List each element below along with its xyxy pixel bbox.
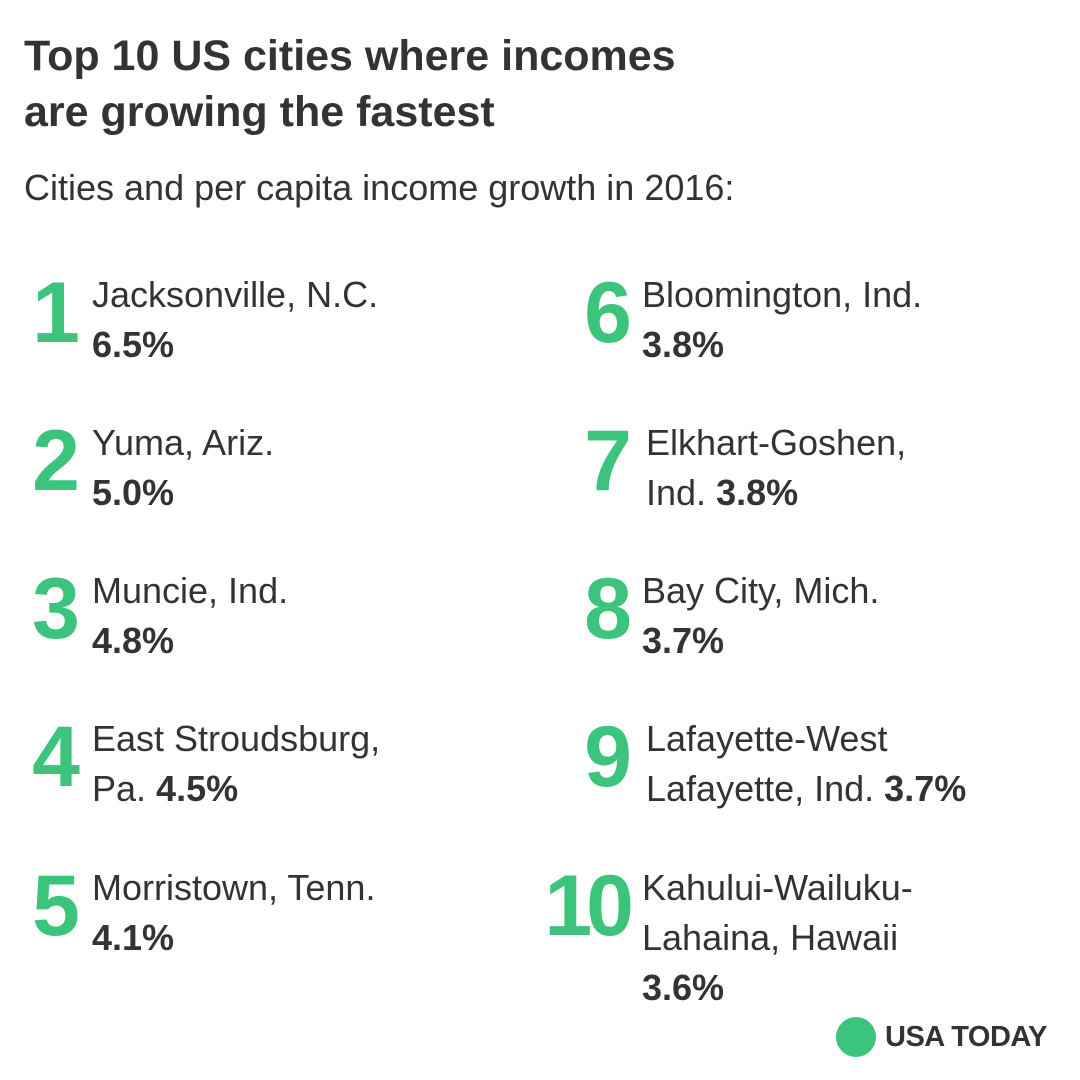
city-name-continued: Lafayette, Ind. 3.7% [646,764,966,814]
city-name: Kahului-Wailuku- [642,867,913,908]
growth-value: 4.5% [156,768,239,809]
city-name: Bloomington, Ind. [642,274,923,315]
growth-value: 3.7% [642,620,725,661]
growth-value: 3.7% [884,768,967,809]
green-dot-icon [836,1017,876,1057]
rank-number: 9 [584,709,632,805]
growth-value: 6.5% [92,324,175,365]
city-name: Elkhart-Goshen, [646,422,907,463]
rank-number: 1 [32,265,80,361]
growth-value: 5.0% [92,472,175,513]
logo-text: USA TODAY [885,1020,1048,1053]
rank-number: 2 [32,413,80,509]
growth-value: 3.6% [642,967,725,1008]
ranking-info: Morristown, Tenn. 4.1% [92,863,375,963]
city-name-continued: Ind. 3.8% [646,468,906,518]
title-line-2: are growing the fastest [24,88,495,136]
ranking-info: Kahului-Wailuku- Lahaina, Hawaii 3.6% [642,863,913,1013]
ranking-info: Lafayette-West Lafayette, Ind. 3.7% [646,714,966,814]
city-name-line-2: Lafayette, Ind. [646,768,885,809]
rank-number: 10 [544,858,634,954]
rank-number: 6 [584,265,632,361]
city-name-line-2: Ind. [646,472,717,513]
city-name: Yuma, Ariz. [92,422,275,463]
city-name-continued: Pa. 4.5% [92,764,380,814]
ranking-info: Elkhart-Goshen, Ind. 3.8% [646,418,906,518]
ranking-info: Yuma, Ariz. 5.0% [92,418,274,518]
ranking-info: Muncie, Ind. 4.8% [92,566,288,666]
usa-today-logo: USA TODAY [836,1014,1048,1060]
growth-value: 3.8% [642,324,725,365]
rank-number: 4 [32,709,80,805]
city-name-line-2: Pa. [92,768,157,809]
rank-number: 8 [584,561,632,657]
city-name: Jacksonville, N.C. [92,274,379,315]
rank-number: 7 [584,413,632,509]
growth-value: 4.1% [92,917,175,958]
rank-number: 5 [32,858,80,954]
ranking-info: East Stroudsburg, Pa. 4.5% [92,714,380,814]
ranking-info: Bloomington, Ind. 3.8% [642,270,922,370]
city-name: Muncie, Ind. [92,570,289,611]
city-name-line-2: Lahaina, Hawaii [642,917,899,958]
title-line-1: Top 10 US cities where incomes [24,32,676,80]
city-name: Morristown, Tenn. [92,867,376,908]
city-name: Bay City, Mich. [642,570,880,611]
ranking-info: Jacksonville, N.C. 6.5% [92,270,378,370]
city-name: Lafayette-West [646,718,888,759]
ranking-info: Bay City, Mich. 3.7% [642,566,879,666]
city-name: East Stroudsburg, [92,718,381,759]
rank-number: 3 [32,561,80,657]
growth-value: 4.8% [92,620,175,661]
growth-value: 3.8% [716,472,799,513]
page-title: Top 10 US cities where incomes are growi… [24,28,1024,140]
subtitle: Cities and per capita income growth in 2… [24,167,735,208]
